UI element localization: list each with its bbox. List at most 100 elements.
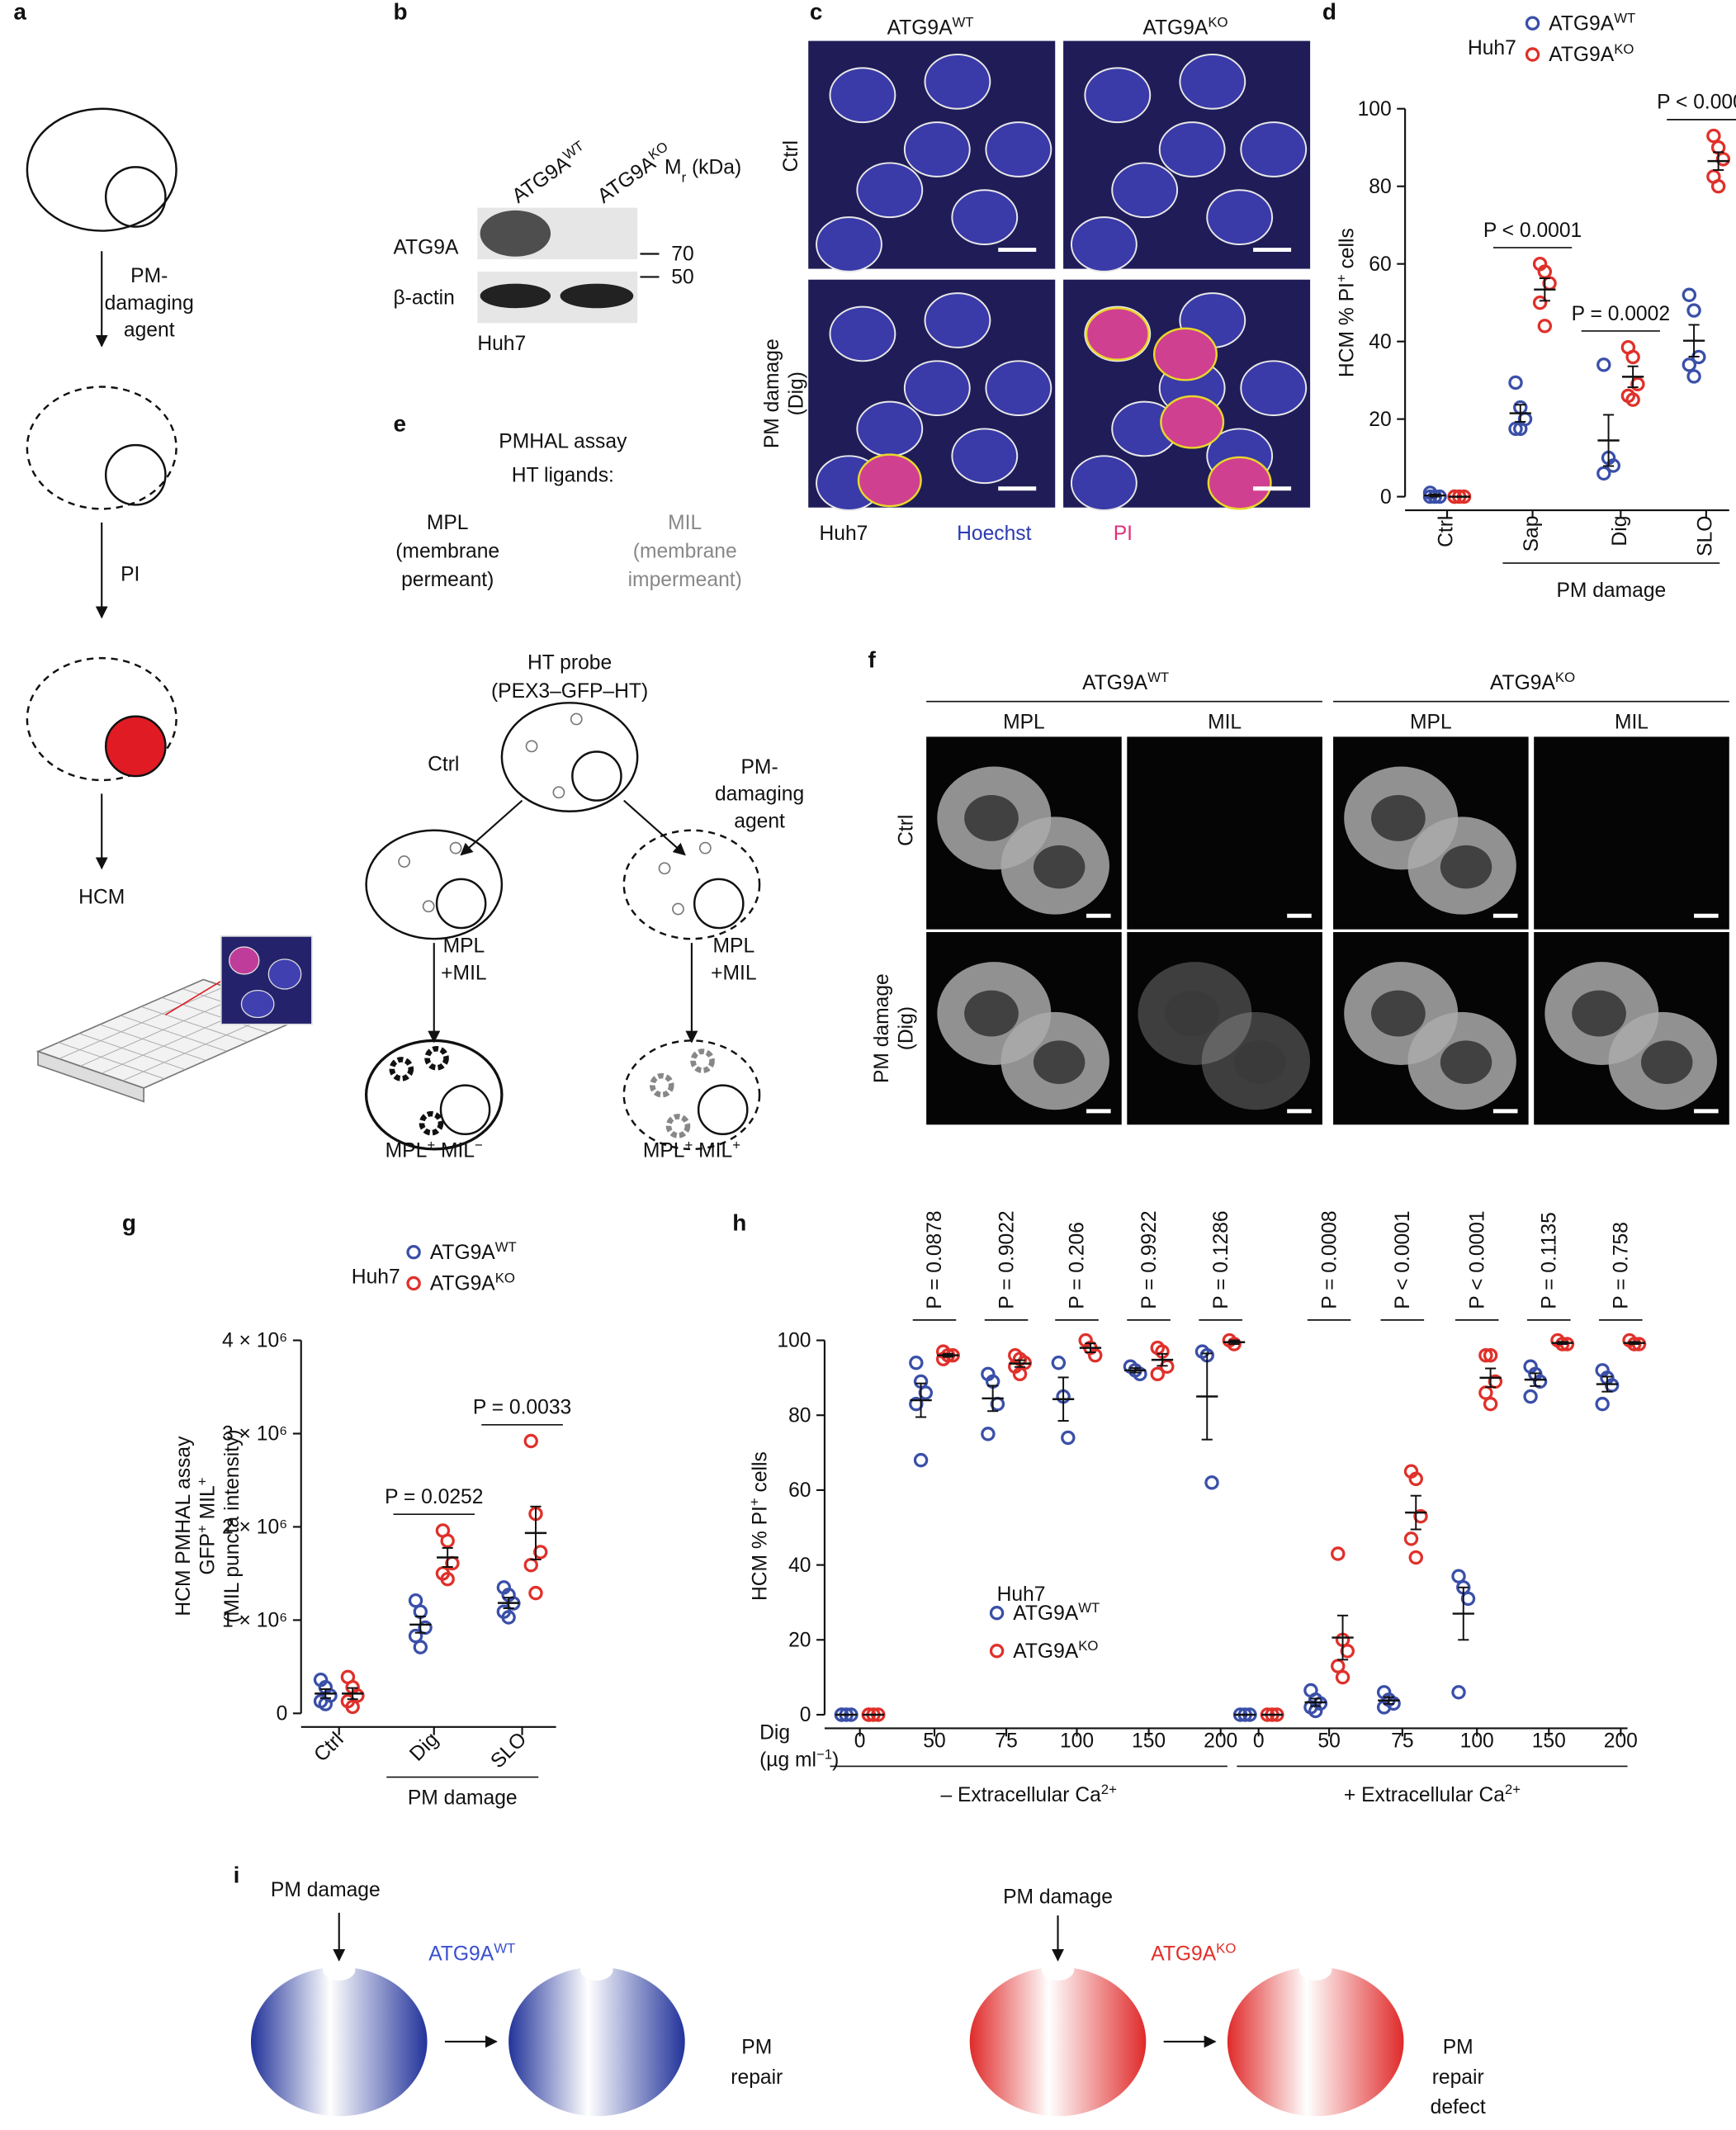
- p-value: P < 0.0001: [1392, 1210, 1414, 1309]
- nucleus: [856, 400, 924, 457]
- label: ATG9AWT: [428, 1940, 515, 1966]
- probe: [422, 900, 435, 913]
- data-point: [1478, 1347, 1493, 1363]
- y-axis-label: GFP+ MIL+: [194, 1478, 220, 1575]
- x-tick-label: 50: [923, 1730, 945, 1752]
- text-block: PM repair defect: [1431, 2037, 1486, 2118]
- p-value: P = 0.0878: [924, 1210, 946, 1309]
- labeled-probe: [649, 1072, 674, 1098]
- data-point: [1682, 287, 1697, 302]
- p-value: P = 0.0252: [385, 1486, 483, 1508]
- nucleus: [1440, 1040, 1492, 1085]
- label: PI: [121, 563, 140, 585]
- y-tick-label: 60: [788, 1479, 811, 1502]
- label: repair: [731, 2066, 783, 2089]
- nucleus: [1640, 1040, 1693, 1085]
- text-segment: (µg ml: [759, 1749, 816, 1771]
- x-tick-label: Ctrl: [1436, 516, 1458, 547]
- data-point: [1340, 1644, 1355, 1659]
- labeled-probe: [419, 1110, 444, 1136]
- x-tick-label: 150: [1532, 1730, 1566, 1752]
- x-tick-label: 0: [854, 1730, 866, 1752]
- y-axis-label: HCM PMHAL assay GFP+ MIL+ (MIL puncta inte…: [173, 1429, 244, 1623]
- legend-marker: [406, 1245, 421, 1260]
- band: [480, 283, 551, 309]
- text-segment: ATG9A: [1082, 672, 1147, 694]
- data-point: [528, 1585, 543, 1601]
- text-segment: MIL: [435, 1140, 475, 1162]
- nucleus: [951, 189, 1019, 245]
- panel-label: h: [732, 1209, 746, 1235]
- label: MPL+ MIL−: [386, 1137, 483, 1162]
- data-point: [523, 1433, 538, 1449]
- label: PM damage: [1003, 1886, 1113, 1908]
- label: MPL+ MIL+: [643, 1137, 740, 1162]
- plate-grid: [58, 1042, 165, 1080]
- data-point: [1012, 1366, 1028, 1382]
- plate-grid: [141, 1006, 248, 1043]
- label: +MIL: [441, 962, 486, 984]
- pi-nucleus: [1207, 456, 1272, 510]
- text-segment: WT: [1078, 1599, 1100, 1615]
- text-segment: ATG9A: [887, 17, 953, 39]
- cell: [1227, 1967, 1404, 2117]
- probe: [552, 786, 565, 799]
- panel-label: i: [234, 1863, 240, 1888]
- data-point: [1596, 466, 1611, 481]
- data-point: [1686, 303, 1701, 318]
- pi-nucleus: [1152, 327, 1218, 381]
- data-point: [440, 1571, 455, 1587]
- label: HT ligands:: [512, 465, 614, 487]
- inset-cell: [267, 958, 302, 990]
- text-block: PMHAL assay HT ligands:: [499, 430, 627, 486]
- label: MIL: [1615, 712, 1648, 734]
- plate-side: [37, 1050, 144, 1103]
- text-segment: (kDa): [686, 157, 741, 179]
- data-point: [1460, 1591, 1476, 1607]
- arrow: [460, 799, 523, 856]
- nucleus: [1033, 1040, 1086, 1085]
- x-tick-label: Dig: [405, 1728, 442, 1765]
- data-point: [1686, 369, 1701, 384]
- cell: [969, 1967, 1147, 2117]
- p-value: P < 0.0001: [1483, 220, 1582, 242]
- plate-grid: [121, 1015, 227, 1052]
- data-point: [1403, 1531, 1419, 1546]
- text-segment: GFP: [197, 1533, 220, 1575]
- nucleus: [1371, 795, 1426, 841]
- label: PM: [741, 2037, 772, 2059]
- nucleus: [571, 750, 622, 802]
- y-tick-label: 40: [1369, 331, 1391, 353]
- label: MPL: [1410, 712, 1452, 734]
- nucleus: [964, 795, 1019, 841]
- label: ATG9AKO: [592, 138, 676, 207]
- x-tick-label: Dig: [1609, 516, 1631, 547]
- y-tick-label: 0: [800, 1704, 811, 1726]
- label: permeant): [401, 569, 494, 591]
- label: PI: [1114, 523, 1133, 545]
- data-point: [1451, 1569, 1466, 1583]
- data-point: [1706, 128, 1721, 144]
- data-point: [1087, 1347, 1103, 1363]
- x-tick-label: Ctrl: [310, 1728, 348, 1766]
- label: MPL: [1003, 712, 1045, 734]
- data-point: [1595, 1396, 1610, 1412]
- text-segment: WT: [1614, 10, 1635, 26]
- data-point: [533, 1545, 548, 1560]
- panel-label: f: [868, 647, 877, 673]
- panel-label: g: [122, 1209, 136, 1235]
- label: (PEX3–GFP–HT): [491, 680, 648, 703]
- x-axis-label: Dig(µg ml−1): [759, 1722, 839, 1772]
- label: PM damage: [761, 338, 783, 448]
- nucleus: [1070, 216, 1138, 272]
- legend-label: ATG9AWT: [1013, 1599, 1100, 1625]
- text-segment: KO: [1614, 41, 1634, 57]
- label: (Dig): [896, 1006, 918, 1050]
- data-point: [1625, 349, 1640, 365]
- data-point: [1051, 1356, 1067, 1370]
- p-value: P = 0.0033: [473, 1397, 571, 1419]
- y-tick-label: 1 × 10⁶: [222, 1610, 287, 1632]
- data-point: [1335, 1669, 1350, 1685]
- label: impermeant): [628, 569, 742, 591]
- band: [480, 210, 551, 257]
